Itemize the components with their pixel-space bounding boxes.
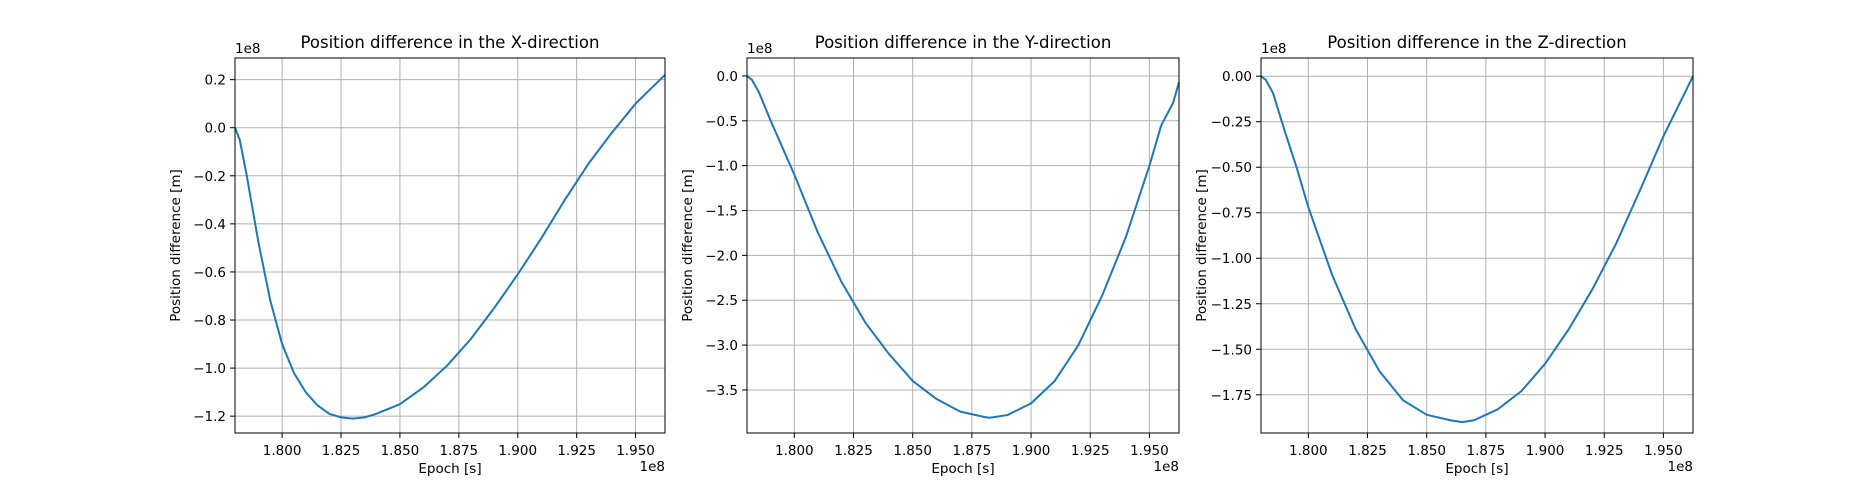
x-tick-label: 1.875 [1467, 443, 1506, 459]
x-tick-label: 1.925 [1071, 443, 1110, 459]
x-axis-label: Epoch [s] [1445, 461, 1508, 477]
x-tick-label: 1.850 [1407, 443, 1446, 459]
y-tick-label: −1.0 [705, 159, 738, 175]
x-tick-label: 1.950 [1130, 443, 1169, 459]
x-tick-label: 1.950 [616, 443, 655, 459]
y-tick-label: −0.2 [193, 169, 226, 185]
y-tick-label: 0.00 [1222, 69, 1252, 85]
x-tick-label: 1.800 [1289, 443, 1328, 459]
y-tick-label: 0.0 [717, 69, 738, 85]
x-tick-label: 1.850 [381, 443, 420, 459]
y-tick-label: −1.25 [1211, 297, 1252, 313]
subplot-3: 1.800 1.825 1.850 1.875 1.900 1.925 1.950 0.00 −… [1194, 33, 1694, 477]
x-tick-label: 1.875 [953, 443, 992, 459]
x-tick-label: 1.950 [1644, 443, 1683, 459]
series-line [746, 75, 1180, 419]
y-axis-label: Position difference [m] [168, 169, 184, 322]
x-tick-label: 1.875 [440, 443, 479, 459]
y-tick-label: −3.5 [705, 383, 738, 399]
y-tick-label: 0.2 [205, 73, 226, 89]
y-tick-label: −0.50 [1211, 160, 1252, 176]
x-tick-label: 1.800 [775, 443, 814, 459]
series-line [1260, 75, 1694, 424]
y-tick-label: −0.4 [193, 217, 226, 233]
y-tick-label: −1.0 [193, 361, 226, 377]
chart-title: Position difference in the X-direction [301, 33, 600, 52]
x-tick-label: 1.900 [1526, 443, 1565, 459]
x-tick-label: 1.925 [1585, 443, 1624, 459]
y-tick-label: −3.0 [705, 338, 738, 354]
y-axis-label: Position difference [m] [1194, 169, 1210, 322]
y-tick-label: −0.8 [193, 313, 226, 329]
x-tick-label: 1.825 [1348, 443, 1387, 459]
axes-frame [746, 57, 1180, 434]
y-offset-label: 1e8 [747, 41, 772, 57]
y-tick-label: −1.75 [1211, 388, 1252, 404]
y-tick-label: −2.5 [705, 293, 738, 309]
x-tick-label: 1.900 [498, 443, 537, 459]
subplot-2: 1.800 1.825 1.850 1.875 1.900 1.925 1.950 0.0 −0… [680, 33, 1180, 477]
x-tick-label: 1.850 [893, 443, 932, 459]
y-axis-label: Position difference [m] [680, 169, 696, 322]
y-tick-label: −0.75 [1211, 206, 1252, 222]
y-tick-label: −0.6 [193, 265, 226, 281]
x-tick-label: 1.800 [263, 443, 302, 459]
chart-title: Position difference in the Z-direction [1327, 33, 1626, 52]
y-offset-label: 1e8 [1261, 41, 1286, 57]
x-offset-label: 1e8 [640, 459, 665, 475]
y-offset-label: 1e8 [235, 41, 260, 57]
x-axis-label: Epoch [s] [931, 461, 994, 477]
y-tick-label: −0.5 [705, 114, 738, 130]
y-tick-label: −1.2 [193, 409, 226, 425]
y-tick-label: −1.00 [1211, 251, 1252, 267]
series-line [234, 74, 666, 420]
x-offset-label: 1e8 [1154, 459, 1179, 475]
x-tick-label: 1.825 [322, 443, 361, 459]
axes-frame [234, 57, 666, 434]
x-tick-label: 1.900 [1012, 443, 1051, 459]
y-tick-label: −1.50 [1211, 342, 1252, 358]
y-tick-label: −1.5 [705, 204, 738, 220]
x-tick-label: 1.925 [557, 443, 596, 459]
x-offset-label: 1e8 [1668, 459, 1693, 475]
y-tick-label: −0.25 [1211, 115, 1252, 131]
x-axis-label: Epoch [s] [418, 461, 481, 477]
subplot-1: 1.800 1.825 1.850 1.875 1.900 1.925 1.950 0.2 0.… [168, 33, 666, 477]
y-tick-label: −2.0 [705, 248, 738, 264]
x-tick-label: 1.825 [834, 443, 873, 459]
axes-frame [1260, 57, 1694, 434]
chart-title: Position difference in the Y-direction [815, 33, 1112, 52]
y-tick-label: 0.0 [205, 121, 226, 137]
